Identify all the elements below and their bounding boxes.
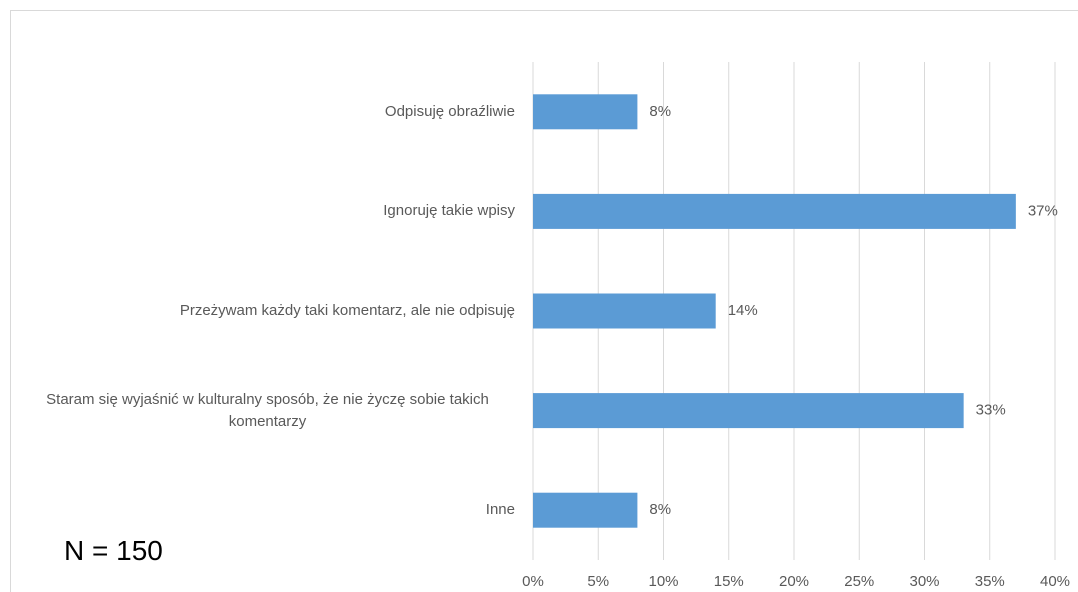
x-tick-label: 40%: [1040, 573, 1070, 590]
data-label: 37%: [1028, 202, 1058, 219]
y-tick-label: Inne: [485, 501, 515, 519]
x-tick-label: 25%: [844, 573, 874, 590]
x-tick-label: 0%: [522, 573, 544, 590]
y-tick-label: Ignoruję takie wpisy: [383, 202, 515, 220]
data-label: 8%: [649, 501, 671, 518]
data-label: 33%: [976, 402, 1006, 419]
data-label: 8%: [649, 103, 671, 120]
x-tick-label: 20%: [779, 573, 809, 590]
bar: [533, 94, 638, 130]
annotation: N = 150: [64, 535, 163, 566]
x-tick-label: 35%: [975, 573, 1005, 590]
category-label-box: Staram się wyjaśnić w kulturalny sposób,…: [20, 381, 515, 441]
category-label-box: Inne: [486, 480, 515, 540]
x-tick-label: 5%: [587, 573, 609, 590]
bar: [533, 393, 964, 429]
data-label: 14%: [728, 302, 758, 319]
y-tick-label: Odpisuję obraźliwie: [384, 102, 515, 120]
category-label-box: Przeżywam każdy taki komentarz, ale nie …: [180, 281, 515, 341]
y-tick-label: Staram się wyjaśnić w kulturalny sposób,…: [46, 390, 489, 430]
x-tick-label: 30%: [909, 573, 939, 590]
x-tick-label: 10%: [648, 573, 678, 590]
x-tick-label: 15%: [714, 573, 744, 590]
category-label-box: Odpisuję obraźliwie: [385, 82, 515, 142]
y-tick-label: Przeżywam każdy taki komentarz, ale nie …: [179, 302, 515, 319]
chart-border: [10, 10, 1078, 592]
bar: [533, 293, 716, 329]
bar: [533, 193, 1016, 229]
bar: [533, 492, 638, 528]
category-label-box: Ignoruję takie wpisy: [383, 181, 515, 241]
